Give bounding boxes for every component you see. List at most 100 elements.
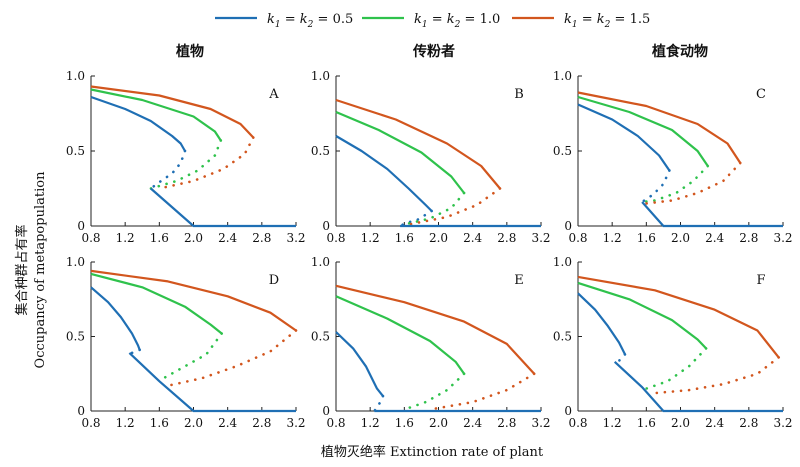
x-tick-label: 1.2 bbox=[603, 231, 622, 245]
x-tick-label: 2.4 bbox=[705, 231, 724, 245]
x-tick-label: 1.2 bbox=[116, 416, 135, 430]
stable-branch-s10 bbox=[90, 88, 222, 142]
panel-B: 0 0.5 1.0 0.8 1.2 1.6 2.0 2.4 2.8 3.2 B bbox=[311, 69, 551, 245]
x-tick-label: 2.8 bbox=[252, 416, 271, 430]
y-tick-label: 0.5 bbox=[553, 330, 572, 344]
panel-F: 0 0.5 1.0 0.8 1.2 1.6 2.0 2.4 2.8 3.2 F bbox=[553, 255, 793, 430]
stable-branch-s15 bbox=[335, 284, 536, 375]
extinction-branch-s05 bbox=[641, 201, 783, 228]
legend: k1 = k2 = 0.5 k1 = k2 = 1.0 k1 = k2 = 1.5 bbox=[215, 12, 650, 30]
panel-D: 0 0.5 1.0 0.8 1.2 1.6 2.0 2.4 2.8 3.2 D bbox=[66, 255, 306, 430]
y-tick-label: 0 bbox=[322, 404, 330, 418]
unstable-branch-s05 bbox=[130, 348, 141, 355]
legend-label: k1 = k2 = 1.0 bbox=[414, 12, 500, 30]
unstable-branch-s10 bbox=[162, 332, 223, 380]
x-axis-title: 植物灭绝率 Extinction rate of plant bbox=[321, 444, 544, 460]
unstable-branch-s10 bbox=[645, 347, 708, 390]
x-tick-label: 3.2 bbox=[531, 231, 550, 245]
panel-label-B: B bbox=[514, 87, 524, 102]
x-tick-label: 2.4 bbox=[463, 231, 482, 245]
y-tick-label: 0 bbox=[77, 219, 85, 233]
panels: 0 0.5 1.0 0.8 1.2 1.6 2.0 2.4 2.8 3.2 A 0 0.5 1.0 0.8 1… bbox=[66, 69, 793, 430]
x-tick-label: 1.2 bbox=[116, 231, 135, 245]
stable-branch-s10 bbox=[335, 110, 465, 194]
y-tick-label: 1.0 bbox=[66, 255, 85, 269]
stable-branch-s10 bbox=[335, 295, 465, 375]
y-tick-label: 1.0 bbox=[311, 69, 330, 83]
stable-branch-s05 bbox=[577, 103, 671, 172]
x-tick-label: 3.2 bbox=[286, 231, 305, 245]
x-tick-label: 2.4 bbox=[218, 416, 237, 430]
y-tick-label: 0.5 bbox=[311, 144, 330, 158]
x-tick-label: 0.8 bbox=[326, 231, 345, 245]
x-tick-label: 2.8 bbox=[252, 231, 271, 245]
stable-branch-s05 bbox=[335, 135, 433, 212]
x-tick-label: 2.8 bbox=[739, 231, 758, 245]
stable-branch-s15 bbox=[335, 98, 501, 190]
column-titles: 植物 传粉者 植食动物 bbox=[175, 43, 708, 60]
extinction-branch-s05 bbox=[128, 352, 296, 413]
y-tick-label: 0.5 bbox=[66, 144, 85, 158]
y-tick-label: 0.5 bbox=[311, 330, 330, 344]
stable-branch-s05 bbox=[335, 331, 384, 397]
x-tick-label: 3.2 bbox=[286, 416, 305, 430]
unstable-branch-s15 bbox=[653, 356, 780, 395]
stable-branch-s15 bbox=[577, 275, 780, 359]
x-tick-label: 1.2 bbox=[361, 416, 380, 430]
column-title-3: 植食动物 bbox=[651, 43, 708, 60]
x-tick-label: 1.2 bbox=[603, 416, 622, 430]
unstable-branch-s05 bbox=[616, 353, 627, 364]
stable-branch-s05 bbox=[90, 286, 141, 351]
x-tick-label: 2.0 bbox=[671, 416, 690, 430]
unstable-branch-s15 bbox=[166, 329, 298, 387]
panel-label-F: F bbox=[756, 273, 765, 288]
y-axis-title-cn: 集合种群占有率 bbox=[14, 224, 30, 315]
stable-branch-s10 bbox=[577, 95, 709, 167]
extinction-branch-s05 bbox=[613, 360, 783, 413]
unstable-branch-s05 bbox=[149, 149, 187, 190]
axis-titles: 植物灭绝率 Extinction rate of plant 集合种群占有率 O… bbox=[14, 171, 544, 460]
x-tick-label: 1.6 bbox=[637, 231, 656, 245]
x-tick-label: 3.2 bbox=[773, 416, 792, 430]
panel-A: 0 0.5 1.0 0.8 1.2 1.6 2.0 2.4 2.8 3.2 A bbox=[66, 69, 306, 245]
x-tick-label: 0.8 bbox=[81, 416, 100, 430]
unstable-branch-s15 bbox=[428, 372, 536, 411]
x-tick-label: 1.6 bbox=[395, 231, 414, 245]
legend-label: k1 = k2 = 0.5 bbox=[267, 12, 353, 30]
unstable-branch-s05 bbox=[373, 394, 385, 413]
panel-label-D: D bbox=[269, 273, 279, 288]
x-tick-label: 2.4 bbox=[705, 416, 724, 430]
stable-branch-s10 bbox=[90, 272, 223, 335]
x-tick-label: 2.0 bbox=[429, 231, 448, 245]
x-tick-label: 2.4 bbox=[463, 416, 482, 430]
x-tick-label: 0.8 bbox=[568, 416, 587, 430]
y-tick-label: 1.0 bbox=[553, 69, 572, 83]
column-title-2: 传粉者 bbox=[412, 43, 455, 60]
legend-entry-s05: k1 = k2 = 0.5 bbox=[215, 12, 353, 30]
y-axis-title-en: Occupancy of metapopulation bbox=[33, 171, 48, 369]
unstable-branch-s15 bbox=[645, 161, 742, 205]
y-tick-label: 1.0 bbox=[311, 255, 330, 269]
x-tick-label: 3.2 bbox=[531, 416, 550, 430]
stable-branch-s15 bbox=[577, 91, 742, 164]
stable-branch-s05 bbox=[577, 292, 626, 355]
y-tick-label: 0 bbox=[564, 404, 572, 418]
x-tick-label: 2.8 bbox=[739, 416, 758, 430]
x-tick-label: 2.0 bbox=[429, 416, 448, 430]
panel-C: 0 0.5 1.0 0.8 1.2 1.6 2.0 2.4 2.8 3.2 C bbox=[553, 69, 793, 245]
x-tick-label: 3.2 bbox=[773, 231, 792, 245]
panel-label-E: E bbox=[514, 273, 524, 288]
x-tick-label: 1.6 bbox=[637, 416, 656, 430]
unstable-branch-s10 bbox=[403, 372, 466, 411]
column-title-1: 植物 bbox=[175, 43, 204, 60]
y-tick-label: 0 bbox=[564, 219, 572, 233]
unstable-branch-s10 bbox=[640, 164, 710, 204]
y-tick-label: 0.5 bbox=[553, 144, 572, 158]
x-tick-label: 1.2 bbox=[361, 231, 380, 245]
stable-branch-s15 bbox=[90, 85, 255, 139]
unstable-branch-s10 bbox=[403, 191, 466, 226]
x-tick-label: 2.0 bbox=[184, 416, 203, 430]
x-tick-label: 0.8 bbox=[81, 231, 100, 245]
unstable-branch-s15 bbox=[407, 187, 502, 226]
